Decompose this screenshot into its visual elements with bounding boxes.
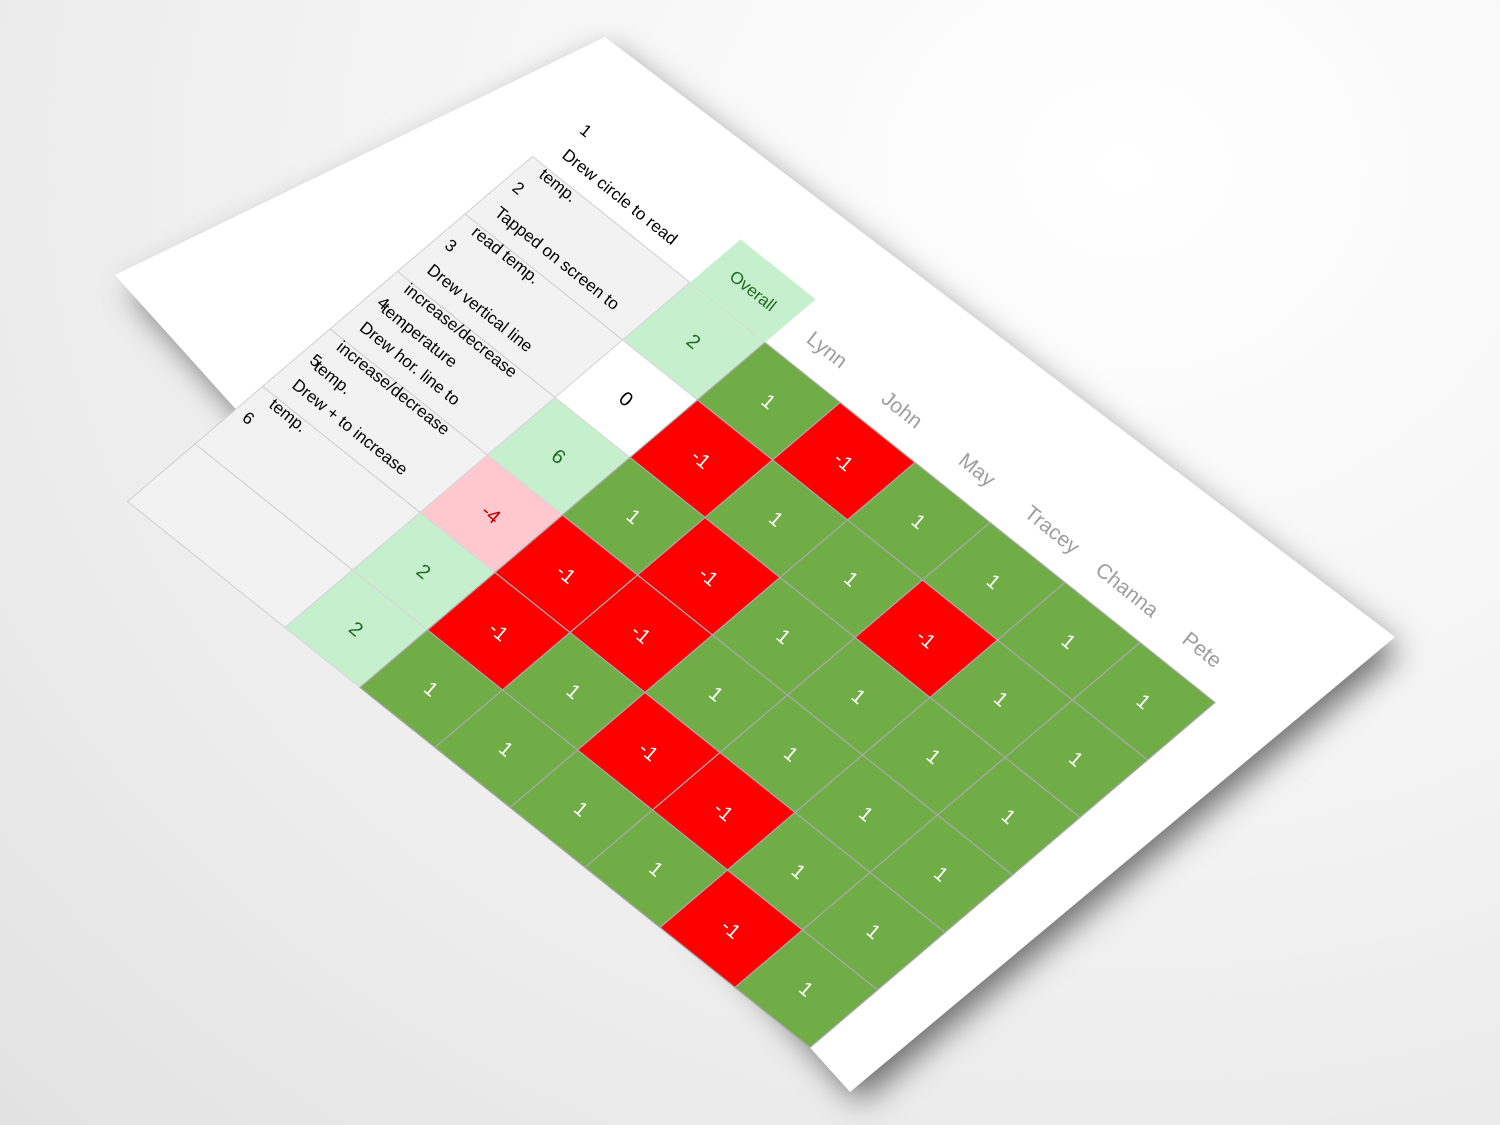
heatmap-cell xyxy=(734,929,879,1049)
heatmap-sheet: 21-111110-111-11161-11111-4-1-111112-11-… xyxy=(126,120,1226,1049)
overall-header-cell xyxy=(690,239,816,343)
